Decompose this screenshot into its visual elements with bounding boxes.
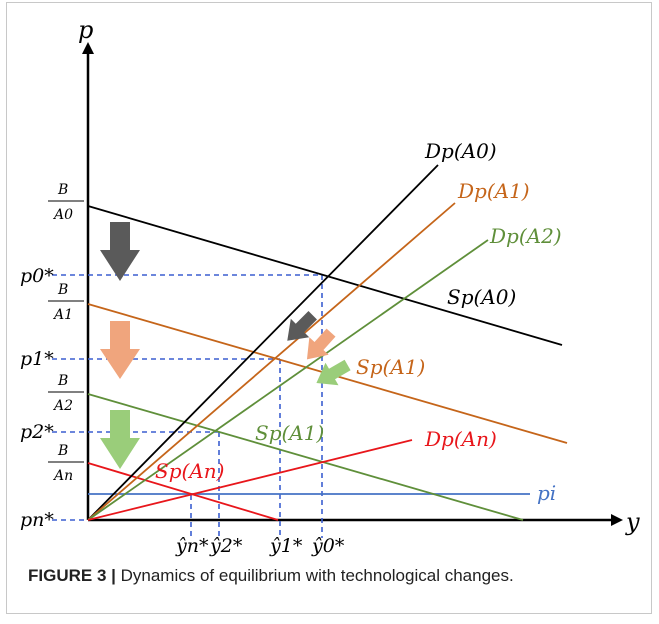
price-label-B-A0: B A0 [48, 182, 84, 223]
x-axis-label: y [625, 508, 640, 536]
shift-arrow-orange-diagonal [306, 328, 336, 360]
supply-line-An [87, 462, 279, 521]
quantity-label-y0: ŷ0* [311, 535, 345, 557]
svg-text:B: B [57, 182, 68, 198]
shift-arrow-green-diagonal [316, 359, 351, 386]
figure-frame [6, 2, 652, 614]
curve-label-S-An: Sp(An) [155, 459, 224, 483]
svg-text:An: An [52, 468, 73, 484]
shift-arrow-green [100, 410, 140, 469]
svg-text:A0: A0 [52, 207, 73, 223]
quantity-label-y2: ŷ2* [209, 535, 243, 557]
svg-text:B: B [57, 443, 68, 459]
curve-label-S-A0: Sp(A0) [447, 285, 516, 309]
svg-text:A2: A2 [52, 398, 73, 414]
supply-line-A0 [87, 205, 563, 346]
shift-arrow-orange [100, 321, 140, 379]
svg-text:B: B [57, 282, 68, 298]
price-label-p2: p2* [20, 421, 54, 443]
curve-label-D-An: Dp(An) [424, 427, 497, 451]
curve-label-S-A1-orange: Sp(A1) [356, 355, 425, 379]
curve-label-S-A1-green: Sp(A1) [255, 421, 324, 445]
curve-label-D-A1: Dp(A1) [457, 179, 530, 203]
demand-line-A0 [87, 164, 439, 521]
price-label-pn: pn* [20, 509, 54, 531]
price-label-B-A1: B A1 [48, 282, 84, 323]
demand-line-An [87, 439, 413, 521]
dashed-guides [52, 274, 323, 538]
demand-line-A1 [87, 202, 456, 521]
curve-label-D-A0: Dp(A0) [424, 139, 497, 163]
demand-line-A2 [87, 239, 489, 521]
svg-text:B: B [57, 373, 68, 389]
price-label-B-A2: B A2 [48, 373, 84, 414]
shift-arrow-gray-diagonal [287, 311, 317, 341]
equilibrium-diagram: p y B A0 p0* B A1 p1* B [20, 16, 640, 557]
supply-line-A2 [87, 393, 524, 521]
y-axis-label: p [78, 16, 93, 44]
figure-caption-label: FIGURE 3 | [28, 566, 116, 585]
curve-label-pi: pi [537, 481, 556, 505]
figure-caption: FIGURE 3 | Dynamics of equilibrium with … [28, 566, 514, 586]
quantity-label-yn: ŷn* [175, 535, 209, 557]
price-label-B-An: B An [48, 443, 84, 484]
curve-label-D-A2: Dp(A2) [489, 224, 562, 248]
price-label-p1: p1* [20, 348, 54, 370]
quantity-label-y1: ŷ1* [269, 535, 303, 557]
price-label-p0: p0* [20, 265, 54, 287]
shift-arrow-gray [100, 222, 140, 281]
figure-caption-text: Dynamics of equilibrium with technologic… [115, 566, 514, 585]
svg-text:A1: A1 [52, 307, 73, 323]
